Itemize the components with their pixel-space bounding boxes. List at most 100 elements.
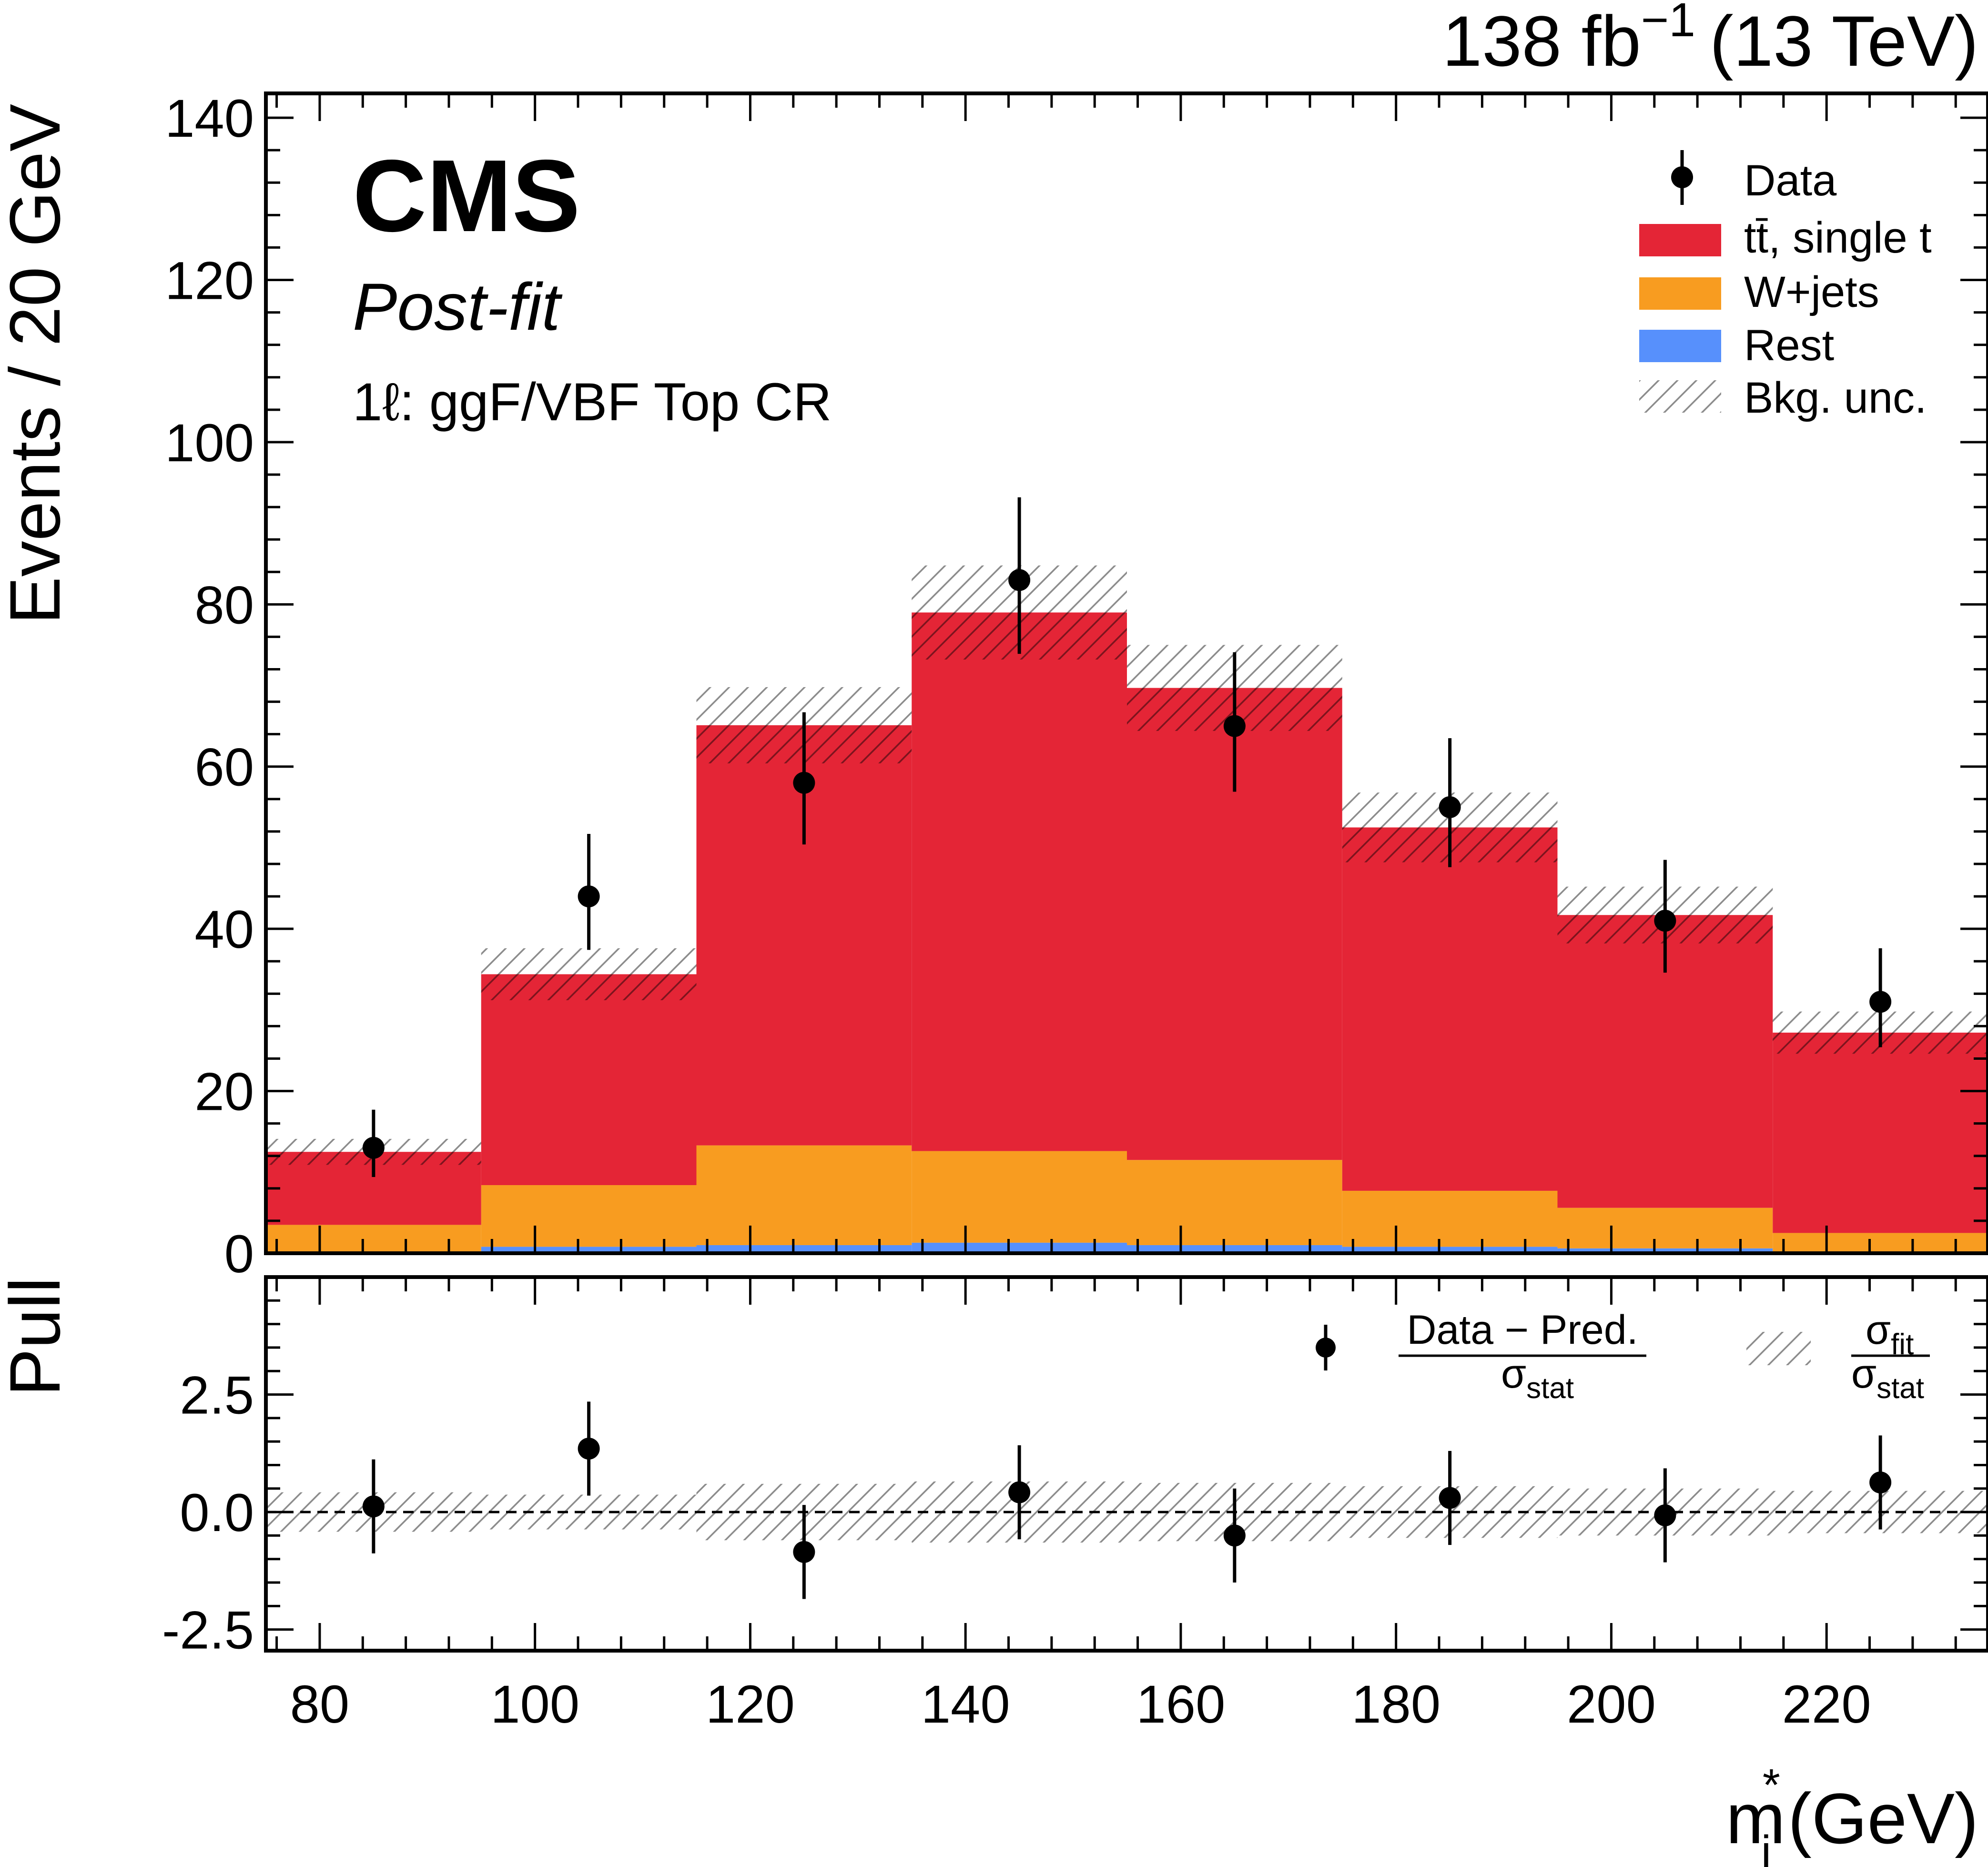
ratio-legend-band-denominator: σstat	[1851, 1351, 1924, 1405]
main-panel: 0 20 40 60 80 100 120 140	[165, 89, 1988, 1284]
main-ytick-label-60: 60	[194, 738, 254, 797]
ratio-ytick-label-2: 2.5	[180, 1366, 254, 1425]
x-tick-label-200: 200	[1567, 1674, 1656, 1734]
main-y-ticks: 0 20 40 60 80 100 120 140	[165, 89, 1988, 1284]
x-axis-unit: (GeV)	[1788, 1778, 1978, 1858]
ratio-legend-pull-denominator: σstat	[1501, 1351, 1574, 1405]
lumi-exponent: −1	[1641, 0, 1695, 47]
legend-label-data: Data	[1744, 156, 1837, 205]
x-tick-labels: 80 100 120 140 160 180 200 220	[290, 1674, 1871, 1734]
main-ytick-label-80: 80	[194, 575, 254, 635]
pull-point-2	[793, 1541, 815, 1563]
pull-point-4	[1223, 1524, 1246, 1547]
legend-label-bkg-unc: Bkg. unc.	[1744, 374, 1927, 422]
bar-w-jets-6	[1557, 1207, 1773, 1248]
ratio-y-ticks: -2.5 0.0 2.5	[162, 1276, 1988, 1660]
ratio-y-axis-title: Pull	[0, 1277, 75, 1396]
lumi-value: 138 fb	[1442, 1, 1641, 81]
ratio-legend-pull-marker	[1316, 1338, 1336, 1358]
ratio-legend-band-den-sub: stat	[1876, 1372, 1924, 1405]
main-ytick-label-100: 100	[165, 413, 254, 473]
x-axis-sub: j	[1760, 1826, 1771, 1867]
bar-w-jets-7	[1773, 1233, 1988, 1253]
pull-point-0	[362, 1495, 385, 1518]
main-y-axis-title: Events / 20 GeV	[0, 104, 75, 624]
legend-swatch-bkg-unc	[1639, 380, 1721, 413]
ratio-ytick-label-1: 0.0	[180, 1483, 254, 1542]
main-x-ticks	[275, 93, 1957, 1253]
legend-swatch-rest	[1639, 330, 1721, 362]
ratio-panel: -2.5 0.0 2.5 80 100 120 140 160 180 200 220	[162, 1275, 1988, 1734]
pull-point-6	[1654, 1504, 1676, 1526]
data-point-0	[362, 1136, 385, 1159]
legend-entry-bkg-unc: Bkg. unc.	[1639, 374, 1927, 422]
pull-point-5	[1439, 1487, 1461, 1509]
main-legend: Data tt̄, single t W+jets Rest Bkg. unc.	[1639, 150, 1932, 422]
legend-entry-wjets: W+jets	[1639, 268, 1879, 316]
bar-w-jets-1	[481, 1185, 697, 1247]
data-point-2	[793, 771, 815, 794]
bar-tt-single-t-3	[912, 612, 1127, 1151]
bar-w-jets-5	[1342, 1190, 1558, 1247]
bar-tt-single-t-5	[1342, 827, 1558, 1191]
x-tick-label-100: 100	[490, 1674, 579, 1734]
main-ytick-label-40: 40	[194, 900, 254, 959]
data-point-4	[1223, 715, 1246, 737]
ratio-legend-band-den-symbol: σ	[1851, 1351, 1876, 1397]
pull-point-3	[1008, 1481, 1031, 1503]
main-ytick-label-140: 140	[165, 89, 254, 148]
x-tick-label-140: 140	[921, 1674, 1010, 1734]
x-tick-label-160: 160	[1136, 1674, 1226, 1734]
bar-w-jets-2	[696, 1145, 912, 1245]
region-label: 1ℓ: ggF/VBF Top CR	[353, 372, 832, 432]
ratio-legend-pull-den-sub: stat	[1526, 1372, 1574, 1405]
ratio-legend-band-swatch	[1746, 1332, 1811, 1365]
legend-label-rest: Rest	[1744, 321, 1834, 370]
bkg-unc-band-1	[481, 948, 697, 1000]
ratio-legend: Data − Pred. σstat σfit σstat	[1316, 1307, 1930, 1405]
main-frame	[264, 91, 1988, 1255]
main-ytick-label-0: 0	[224, 1224, 254, 1284]
bar-tt-single-t-1	[481, 974, 697, 1186]
legend-swatch-ttbar	[1639, 224, 1721, 256]
x-axis-var: m	[1726, 1778, 1785, 1858]
x-tick-label-220: 220	[1782, 1674, 1871, 1734]
pull-point-7	[1869, 1471, 1892, 1493]
legend-entry-data: Data	[1671, 150, 1837, 205]
main-ytick-label-20: 20	[194, 1062, 254, 1122]
ratio-legend-band-num-symbol: σ	[1866, 1307, 1891, 1353]
x-tick-label-120: 120	[706, 1674, 795, 1734]
ratio-ytick-label-0: -2.5	[162, 1601, 254, 1660]
bar-w-jets-0	[266, 1225, 481, 1253]
x-tick-label-80: 80	[290, 1674, 350, 1734]
legend-data-marker	[1671, 166, 1693, 188]
legend-entry-rest: Rest	[1639, 321, 1834, 370]
data-point-6	[1654, 910, 1676, 932]
x-axis-sup: *	[1763, 1760, 1780, 1810]
bar-w-jets-4	[1127, 1160, 1342, 1245]
bar-tt-single-t-7	[1773, 1033, 1988, 1233]
bar-rest-6	[1557, 1248, 1773, 1253]
ratio-x-ticks	[275, 1277, 1957, 1651]
legend-label-wjets: W+jets	[1744, 268, 1879, 316]
ratio-plot-area	[266, 1401, 1988, 1599]
legend-label-ttbar: tt̄, single t	[1744, 213, 1932, 262]
data-point-1	[578, 885, 600, 908]
legend-entry-ttbar: tt̄, single t	[1639, 213, 1932, 262]
energy-label: (13 TeV)	[1710, 1, 1978, 81]
ratio-legend-pull-numerator: Data − Pred.	[1407, 1307, 1638, 1353]
x-tick-label-180: 180	[1351, 1674, 1440, 1734]
data-point-7	[1869, 991, 1892, 1013]
pull-point-1	[578, 1437, 600, 1460]
x-axis-title: m* j (GeV)	[1726, 1760, 1978, 1867]
main-ytick-label-120: 120	[165, 251, 254, 310]
status-label: Post-fit	[353, 269, 563, 344]
data-point-3	[1008, 569, 1031, 591]
data-point-5	[1439, 796, 1461, 818]
bar-w-jets-3	[912, 1151, 1127, 1243]
ratio-legend-pull-den-symbol: σ	[1501, 1351, 1526, 1397]
ratio-frame	[264, 1275, 1988, 1653]
experiment-label: CMS	[353, 138, 580, 253]
lumi-label: 138 fb−1 (13 TeV)	[1442, 0, 1978, 81]
